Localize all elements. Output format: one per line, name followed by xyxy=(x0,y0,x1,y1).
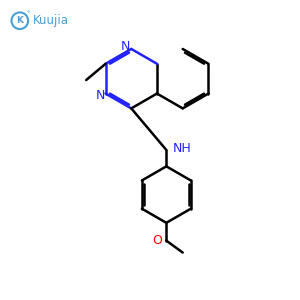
Text: °: ° xyxy=(26,11,30,17)
Text: Kuujia: Kuujia xyxy=(33,14,69,27)
Text: K: K xyxy=(16,16,23,25)
Text: NH: NH xyxy=(172,142,191,155)
Text: O: O xyxy=(152,234,162,247)
Text: N: N xyxy=(121,40,130,53)
Text: N: N xyxy=(95,89,105,102)
